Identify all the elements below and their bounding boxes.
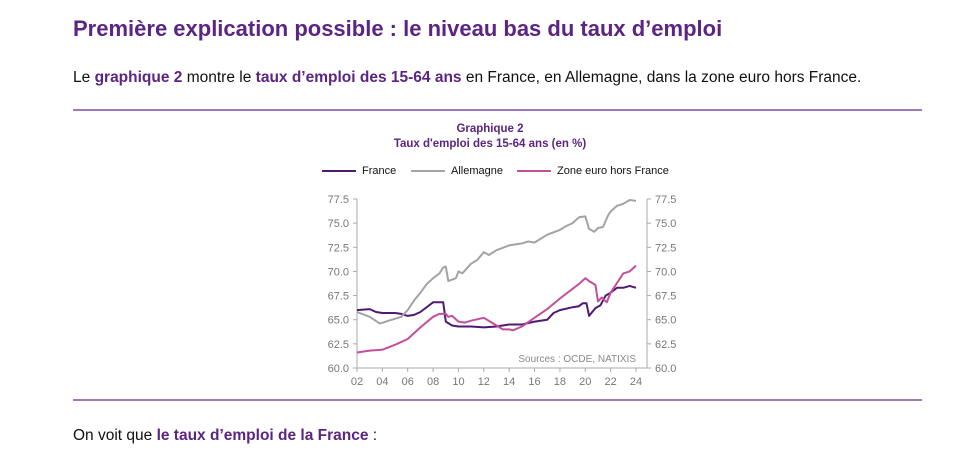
x-tick-label: 12 xyxy=(478,376,490,388)
legend-swatch xyxy=(411,169,445,173)
x-tick-label: 02 xyxy=(351,376,363,388)
y-tick-label-left: 67.5 xyxy=(328,291,349,303)
intro-paragraph: Le graphique 2 montre le taux d’emploi d… xyxy=(73,69,861,87)
text: : xyxy=(368,427,378,444)
outro-paragraph: On voit que le taux d’emploi de la Franc… xyxy=(73,427,377,445)
emphasis: le taux d’emploi de la France xyxy=(156,427,369,444)
y-tick-label-left: 72.5 xyxy=(328,242,349,254)
y-tick-label-left: 77.5 xyxy=(328,194,349,206)
chart-source: Sources : OCDE, NATIXIS xyxy=(518,354,636,365)
x-tick-label: 20 xyxy=(579,376,591,388)
text: On voit que xyxy=(73,427,157,444)
emphasis: taux d’emploi des 15-64 ans xyxy=(255,69,462,86)
chart-title: Graphique 2 xyxy=(456,123,524,135)
series-line-zone-euro-hors-france xyxy=(356,264,637,354)
x-tick-label: 16 xyxy=(528,376,540,388)
y-tick-label-right: 77.5 xyxy=(655,194,676,206)
x-tick-label: 18 xyxy=(554,376,566,388)
legend-swatch xyxy=(517,169,551,173)
x-tick-label: 24 xyxy=(630,376,642,388)
page-heading: Première explication possible : le nivea… xyxy=(73,16,723,41)
legend-item-allemagne: Allemagne xyxy=(411,165,503,177)
x-tick-label: 04 xyxy=(376,376,388,388)
y-tick-label-left: 62.5 xyxy=(328,339,349,351)
y-tick-label-right: 65.0 xyxy=(655,315,676,327)
legend-label: Zone euro hors France xyxy=(557,165,669,177)
divider xyxy=(73,109,922,111)
legend-item-france: France xyxy=(322,165,396,177)
y-tick-label-left: 70.0 xyxy=(328,266,349,278)
y-tick-label-left: 65.0 xyxy=(328,315,349,327)
text: en France, en Allemagne, dans la zone eu… xyxy=(461,69,862,86)
chart-subtitle: Taux d'emploi des 15-64 ans (en %) xyxy=(393,138,587,150)
divider xyxy=(73,399,922,401)
x-tick-label: 06 xyxy=(402,376,414,388)
emphasis: graphique 2 xyxy=(94,69,183,86)
series-line-allemagne xyxy=(356,199,637,325)
y-tick-label-right: 75.0 xyxy=(655,218,676,230)
y-tick-label-right: 72.5 xyxy=(655,242,676,254)
x-tick-label: 22 xyxy=(605,376,617,388)
x-tick-label: 10 xyxy=(452,376,464,388)
legend-swatch xyxy=(322,169,356,173)
line-chart: 60.0 60.0 62.5 62.5 65.0 65.0 67.5 67.5 70.0 70.0… xyxy=(328,194,677,388)
series-line-france xyxy=(356,284,637,329)
y-tick-label-right: 70.0 xyxy=(655,266,676,278)
text: montre le xyxy=(182,69,256,86)
legend-label: Allemagne xyxy=(451,165,503,177)
legend-label: France xyxy=(362,165,397,177)
x-tick-label: 08 xyxy=(427,376,439,388)
y-tick-label-left: 60.0 xyxy=(328,363,349,375)
x-tick-label: 14 xyxy=(503,376,515,388)
y-tick-label-right: 60.0 xyxy=(655,363,676,375)
text: Le xyxy=(73,69,95,86)
legend-item-zone-euro: Zone euro hors France xyxy=(517,165,669,177)
y-tick-label-left: 75.0 xyxy=(328,218,349,230)
y-tick-label-right: 67.5 xyxy=(655,291,676,303)
y-tick-label-right: 62.5 xyxy=(655,339,676,351)
